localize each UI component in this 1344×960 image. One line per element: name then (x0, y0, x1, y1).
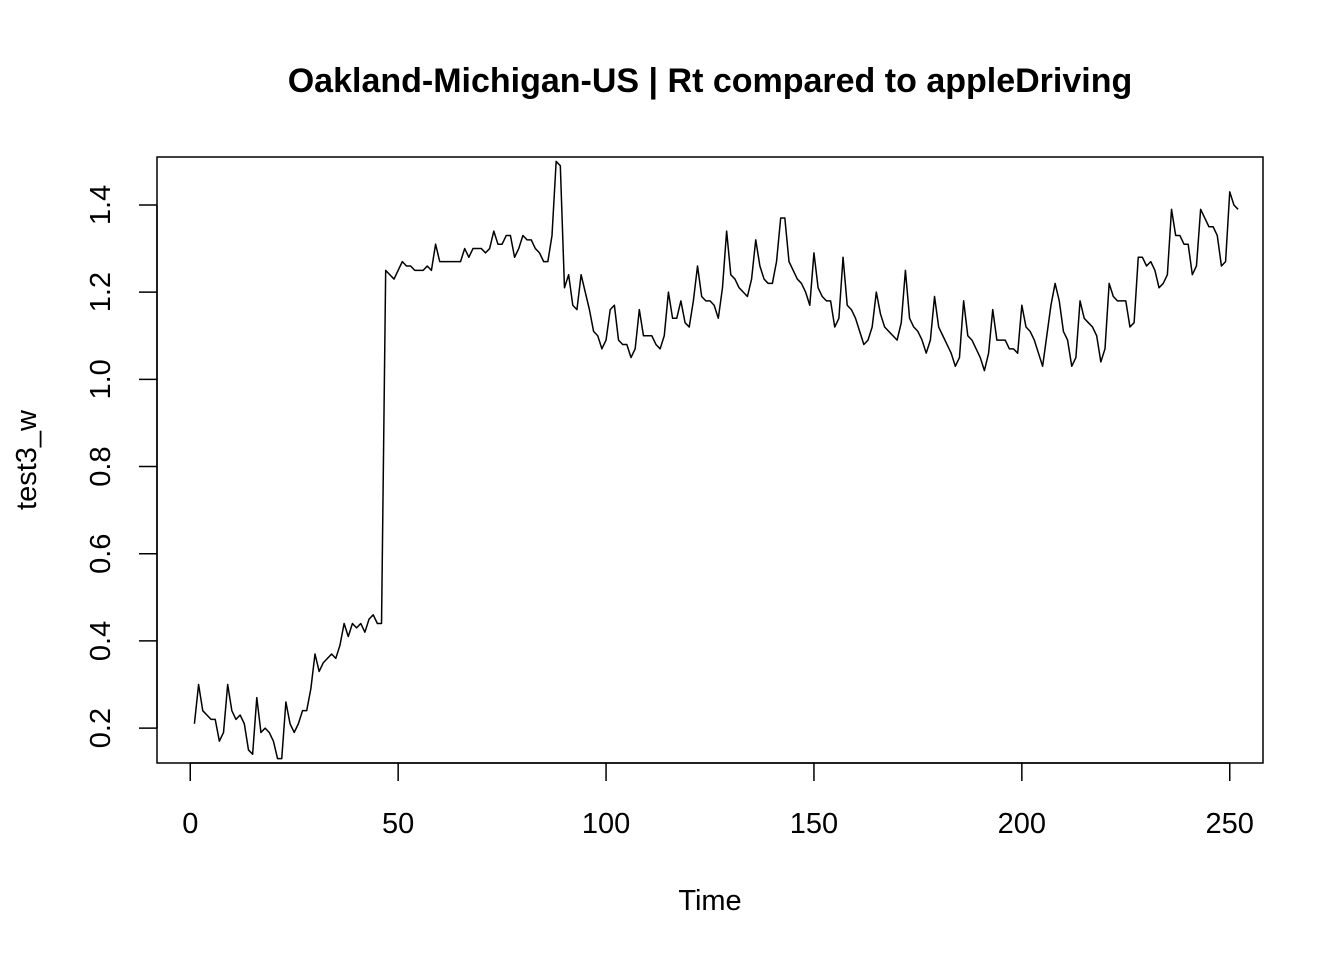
x-tick-label: 150 (790, 808, 838, 840)
x-axis-label: Time (678, 885, 741, 917)
y-tick-label: 0.8 (85, 446, 117, 486)
x-tick-label: 50 (382, 808, 414, 840)
x-tick-label: 100 (582, 808, 630, 840)
series-group (193, 160, 1239, 760)
y-tick-label: 1.4 (85, 185, 117, 225)
y-tick-label: 0.2 (85, 708, 117, 748)
series-line (193, 160, 1239, 760)
y-tick-label: 0.6 (85, 534, 117, 574)
plot-frame (156, 156, 1264, 764)
y-axis-label: test3_w (11, 409, 43, 510)
x-axis: 0 50 100 150 200 250 (182, 762, 1254, 840)
y-tick-label: 1.0 (85, 359, 117, 399)
x-tick-label: 200 (998, 808, 1046, 840)
x-tick-label: 250 (1206, 808, 1254, 840)
y-tick-label: 0.4 (85, 621, 117, 661)
y-tick-label: 1.2 (85, 272, 117, 312)
y-axis: 0.2 0.4 0.6 0.8 1.0 1.2 1.4 (85, 185, 158, 748)
chart-title: Oakland-Michigan-US | Rt compared to app… (288, 62, 1133, 100)
x-tick-label: 0 (182, 808, 198, 840)
